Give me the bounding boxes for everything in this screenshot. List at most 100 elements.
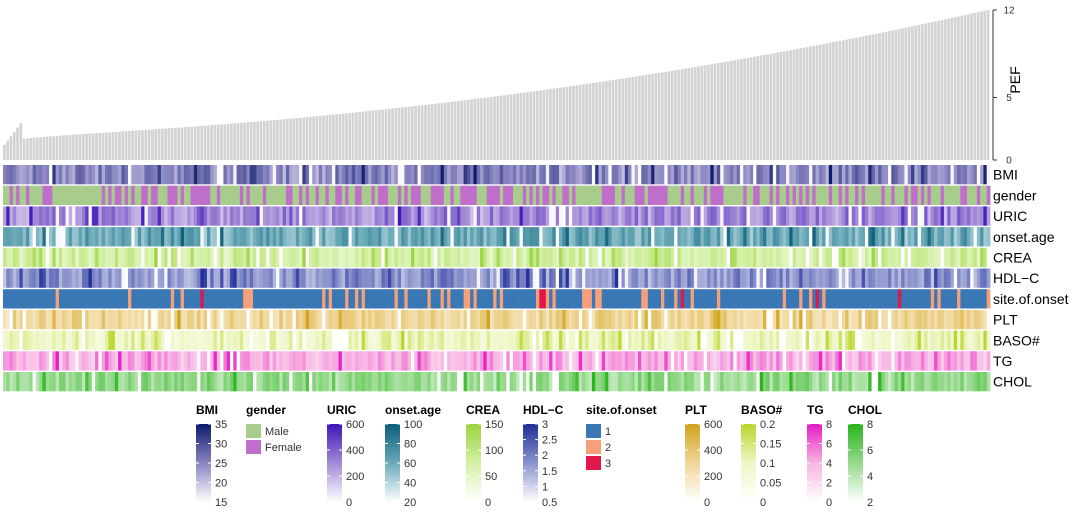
heatmap-cell bbox=[332, 351, 336, 371]
heatmap-cell bbox=[960, 185, 965, 205]
pef-bar bbox=[618, 79, 621, 160]
pef-bar bbox=[75, 134, 79, 160]
legend-tick-label: 0.2 bbox=[760, 419, 775, 431]
heatmap-cell bbox=[328, 372, 333, 392]
row-label-uric: URIC bbox=[993, 208, 1027, 224]
heatmap-cell bbox=[404, 227, 409, 247]
heatmap-cell bbox=[216, 330, 221, 350]
heatmap-cell bbox=[838, 351, 843, 371]
pef-bar bbox=[226, 123, 230, 160]
heatmap-cell bbox=[282, 351, 287, 371]
heatmap-cell bbox=[285, 351, 290, 371]
heatmap-cell bbox=[904, 185, 909, 205]
heatmap-cell bbox=[49, 351, 53, 371]
heatmap-cell bbox=[786, 372, 790, 392]
heatmap-cell bbox=[101, 227, 106, 247]
pef-bar bbox=[378, 109, 381, 160]
heatmap-cell bbox=[720, 165, 724, 185]
heatmap-cell bbox=[489, 309, 494, 330]
heatmap-cell bbox=[924, 309, 928, 330]
heatmap-cell bbox=[443, 227, 448, 247]
heatmap-cell bbox=[308, 185, 313, 205]
pef-bar bbox=[950, 17, 954, 161]
pef-bar bbox=[927, 22, 931, 161]
heatmap-cell bbox=[26, 372, 30, 392]
heatmap-cell bbox=[894, 227, 899, 247]
heatmap-cell bbox=[160, 165, 165, 185]
heatmap-cell bbox=[943, 330, 948, 350]
heatmap-cell bbox=[562, 372, 566, 392]
heatmap-cell bbox=[726, 185, 731, 205]
heatmap-cell bbox=[855, 268, 859, 288]
heatmap-cell bbox=[667, 185, 672, 205]
heatmap-cell bbox=[598, 268, 603, 288]
heatmap-cell bbox=[545, 247, 550, 268]
heatmap-cell bbox=[657, 289, 662, 309]
heatmap-cell bbox=[81, 165, 86, 185]
pef-bar bbox=[818, 44, 822, 160]
heatmap-cell bbox=[769, 227, 774, 247]
heatmap-cell bbox=[279, 309, 284, 330]
heatmap-cell bbox=[483, 185, 488, 205]
heatmap-cell bbox=[693, 165, 698, 185]
heatmap-cell bbox=[397, 309, 402, 330]
heatmap-cell bbox=[285, 289, 290, 309]
heatmap-cell bbox=[443, 351, 448, 371]
heatmap-cell bbox=[733, 289, 738, 309]
heatmap-cell bbox=[210, 247, 214, 268]
heatmap-cell bbox=[322, 185, 326, 205]
heatmap-cell bbox=[384, 330, 389, 350]
heatmap-cell bbox=[480, 268, 484, 288]
pef-bar bbox=[131, 130, 134, 160]
heatmap-cell bbox=[963, 330, 968, 350]
heatmap-cell bbox=[894, 330, 899, 350]
heatmap-cell bbox=[519, 165, 524, 185]
pef-bar bbox=[118, 131, 121, 160]
heatmap-cell bbox=[901, 206, 905, 226]
heatmap-cell bbox=[299, 289, 303, 309]
heatmap-cell bbox=[845, 351, 849, 371]
heatmap-cell bbox=[256, 206, 261, 226]
heatmap-cell bbox=[417, 330, 422, 350]
heatmap-cell bbox=[124, 185, 129, 205]
heatmap-cell bbox=[585, 330, 590, 350]
heatmap-cell bbox=[552, 268, 557, 288]
heatmap-cell bbox=[891, 268, 895, 288]
heatmap-cell bbox=[851, 268, 856, 288]
heatmap-cell bbox=[384, 185, 389, 205]
legend-tick-label: 100 bbox=[404, 419, 422, 431]
heatmap-cell bbox=[618, 372, 622, 392]
heatmap-cell bbox=[509, 309, 514, 330]
heatmap-cell bbox=[32, 227, 37, 247]
heatmap-cell bbox=[591, 268, 596, 288]
heatmap-cell bbox=[730, 289, 734, 309]
heatmap-cell bbox=[772, 372, 777, 392]
heatmap-cell bbox=[85, 165, 89, 185]
heatmap-cell bbox=[480, 165, 484, 185]
pef-bar bbox=[529, 91, 533, 160]
heatmap-cell bbox=[588, 227, 593, 247]
heatmap-cell bbox=[535, 309, 540, 330]
heatmap-cell bbox=[368, 227, 372, 247]
pef-bar bbox=[930, 22, 934, 160]
heatmap-cell bbox=[183, 372, 188, 392]
heatmap-cell bbox=[410, 165, 415, 185]
heatmap-cell bbox=[934, 351, 938, 371]
heatmap-cell bbox=[631, 268, 636, 288]
heatmap-cell bbox=[239, 165, 244, 185]
heatmap-cell bbox=[111, 309, 116, 330]
heatmap-cell bbox=[420, 185, 425, 205]
heatmap-cell bbox=[970, 309, 974, 330]
heatmap-cell bbox=[904, 372, 909, 392]
heatmap-cell bbox=[983, 351, 988, 371]
heatmap-cell bbox=[621, 309, 626, 330]
heatmap-cell bbox=[230, 247, 234, 268]
heatmap-cell bbox=[670, 309, 675, 330]
heatmap-cell bbox=[687, 330, 692, 350]
heatmap-cell bbox=[529, 289, 534, 309]
heatmap-cell bbox=[907, 268, 912, 288]
pef-bar bbox=[295, 118, 299, 160]
heatmap-cell bbox=[318, 268, 323, 288]
heatmap-cell bbox=[927, 165, 932, 185]
heatmap-cell bbox=[943, 309, 948, 330]
